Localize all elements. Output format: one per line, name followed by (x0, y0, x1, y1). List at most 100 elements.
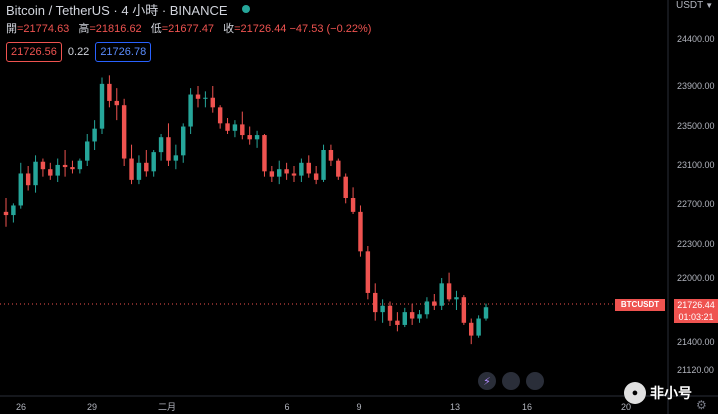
candle-body (291, 173, 297, 176)
y-tick-label: 23500.00 (677, 121, 715, 131)
y-tick-label: 22000.00 (677, 273, 715, 283)
symbol-title-text: Bitcoin / TetherUS · 4 小時 · BINANCE (6, 2, 228, 18)
candle-body (77, 160, 83, 170)
candle-body (247, 135, 252, 140)
candle-body (240, 124, 245, 136)
candle-body (92, 128, 97, 142)
y-tick-label: 21400.00 (677, 337, 715, 347)
high-key: 高 (78, 23, 90, 35)
candle-body (107, 83, 112, 101)
circle-button-1[interactable] (502, 372, 520, 390)
candle-body (173, 155, 179, 161)
candle-body (446, 283, 452, 300)
currency-selector[interactable]: USDT ▼ (676, 0, 713, 11)
low-key: 低 (150, 23, 162, 35)
candle-body (409, 312, 415, 319)
candle-body (25, 173, 31, 186)
candle-body (432, 301, 437, 306)
x-tick-label: 6 (284, 402, 289, 412)
y-tick-label: 21120.00 (677, 365, 714, 375)
last-price-tag: 21726.44 01:03:21 (674, 299, 718, 323)
candle-body (188, 94, 193, 127)
candle-body (62, 164, 68, 168)
candle-body (262, 135, 267, 172)
candle-body (321, 150, 326, 180)
open-key: 開 (6, 23, 17, 35)
candle-body (210, 97, 215, 108)
candle-body (328, 150, 334, 161)
candle-body (121, 105, 127, 159)
candle-body (166, 137, 171, 161)
candle-body (195, 94, 201, 99)
candle-body (454, 297, 459, 300)
candle-body (158, 137, 164, 153)
candle-body (277, 169, 282, 177)
candle-body (136, 162, 142, 180)
candle-body (299, 162, 304, 176)
order-price-boxes: 21726.56 0.22 21726.78 (6, 42, 152, 62)
candle-body (144, 162, 149, 172)
low-value: =21677.47 (161, 23, 215, 35)
x-tick-label: 二月 (158, 402, 176, 412)
bar-countdown: 01:03:21 (678, 312, 714, 322)
y-tick-label: 23900.00 (677, 81, 715, 91)
candle-body (70, 167, 75, 170)
x-tick-label: 29 (87, 402, 97, 412)
candle-body (269, 171, 275, 177)
y-tick-label: 24400.00 (677, 34, 715, 44)
buy-button[interactable]: 21726.78 (95, 42, 152, 62)
candle-body (417, 314, 422, 319)
close-value: =21726.44 −47.53 (−0.22%) (234, 23, 372, 35)
watermark-text: 非小号 (650, 385, 692, 401)
sell-button[interactable]: 21726.56 (6, 42, 62, 62)
symbol-title: Bitcoin / TetherUS · 4 小時 · BINANCE (6, 0, 250, 18)
candle-body (439, 283, 444, 306)
candle-body (343, 176, 348, 198)
candle-body (461, 297, 467, 323)
high-value: =21816.62 (89, 23, 142, 35)
candle-body (217, 107, 223, 124)
candle-body (99, 83, 105, 129)
circle-button-2[interactable] (526, 372, 544, 390)
y-tick-label: 22300.00 (677, 239, 715, 249)
candle-body (114, 100, 119, 106)
candle-body (55, 164, 60, 176)
x-tick-label: 16 (522, 402, 532, 412)
candle-body (306, 162, 311, 174)
candle-body (373, 292, 378, 313)
x-tick-label: 20 (621, 402, 631, 412)
candle-body (3, 211, 9, 216)
currency-label: USDT (676, 0, 704, 11)
candle-body (350, 198, 356, 212)
candle-body (225, 123, 230, 131)
chevron-down-icon: ▼ (705, 1, 714, 10)
candle-body (18, 173, 23, 206)
candle-body (203, 97, 208, 99)
candle-body (181, 126, 186, 156)
candle-body (424, 301, 430, 315)
candle-body (395, 320, 400, 325)
spread-value: 0.22 (67, 46, 90, 58)
x-tick-label: 9 (356, 402, 361, 412)
symbol-price-tag: BTCUSDT (615, 299, 665, 311)
candle-body (358, 211, 363, 252)
open-value: =21774.63 (17, 23, 70, 35)
candle-body (151, 152, 156, 172)
x-tick-label: 13 (450, 402, 460, 412)
x-tick-label: 26 (16, 402, 26, 412)
candle-body (254, 135, 260, 140)
candle-body (380, 305, 385, 313)
chart-toolbar: ⚡ (478, 372, 544, 390)
candle-body (129, 158, 134, 180)
candle-body (40, 161, 46, 170)
candle-body (483, 307, 489, 319)
candle-body (48, 169, 53, 176)
watermark-logo-icon: ● (624, 382, 646, 404)
gear-icon[interactable]: ⚙ (696, 398, 707, 412)
y-tick-label: 23100.00 (677, 160, 715, 170)
close-key: 收 (223, 23, 235, 35)
market-status-icon (241, 5, 250, 13)
candle-body (232, 124, 238, 131)
lightning-icon[interactable]: ⚡ (478, 372, 496, 390)
